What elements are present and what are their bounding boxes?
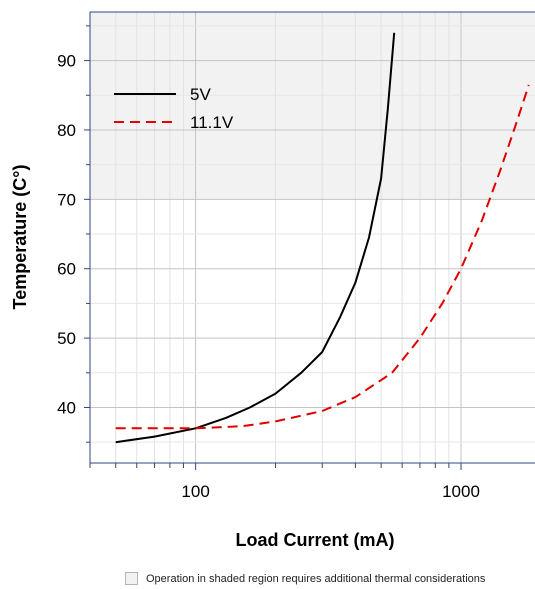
y-tick-label: 70 [57,190,76,209]
series-line-1 [115,32,396,444]
legend: 5V 11.1V [114,85,234,132]
shaded-region-note-text: Operation in shaded region requires addi… [146,572,486,585]
y-tick-labels: 40 50 60 70 80 90 [57,52,76,418]
legend-label-2: 11.1V [190,113,234,132]
series-lines [115,32,530,444]
x-tick-labels: 100 1000 [181,482,480,501]
y-tick-label: 50 [57,329,76,348]
y-tick-label: 80 [57,121,76,140]
legend-label-1: 5V [190,85,211,104]
shaded-region [90,12,535,200]
shaded-region-note: Operation in shaded region requires addi… [125,572,485,585]
y-tick-label: 90 [57,52,76,71]
y-tick-label: 60 [57,260,76,279]
x-tick-label: 100 [181,482,209,501]
grid-lines [89,12,535,463]
shaded-region-swatch [125,572,138,585]
y-tick-label: 40 [57,398,76,417]
minor-ticks [84,25,462,470]
x-tick-label: 1000 [442,482,480,501]
x-axis-title: Load Current (mA) [236,530,395,550]
series-line-2 [115,84,530,430]
y-axis-title: Temperature (C°) [10,165,30,310]
